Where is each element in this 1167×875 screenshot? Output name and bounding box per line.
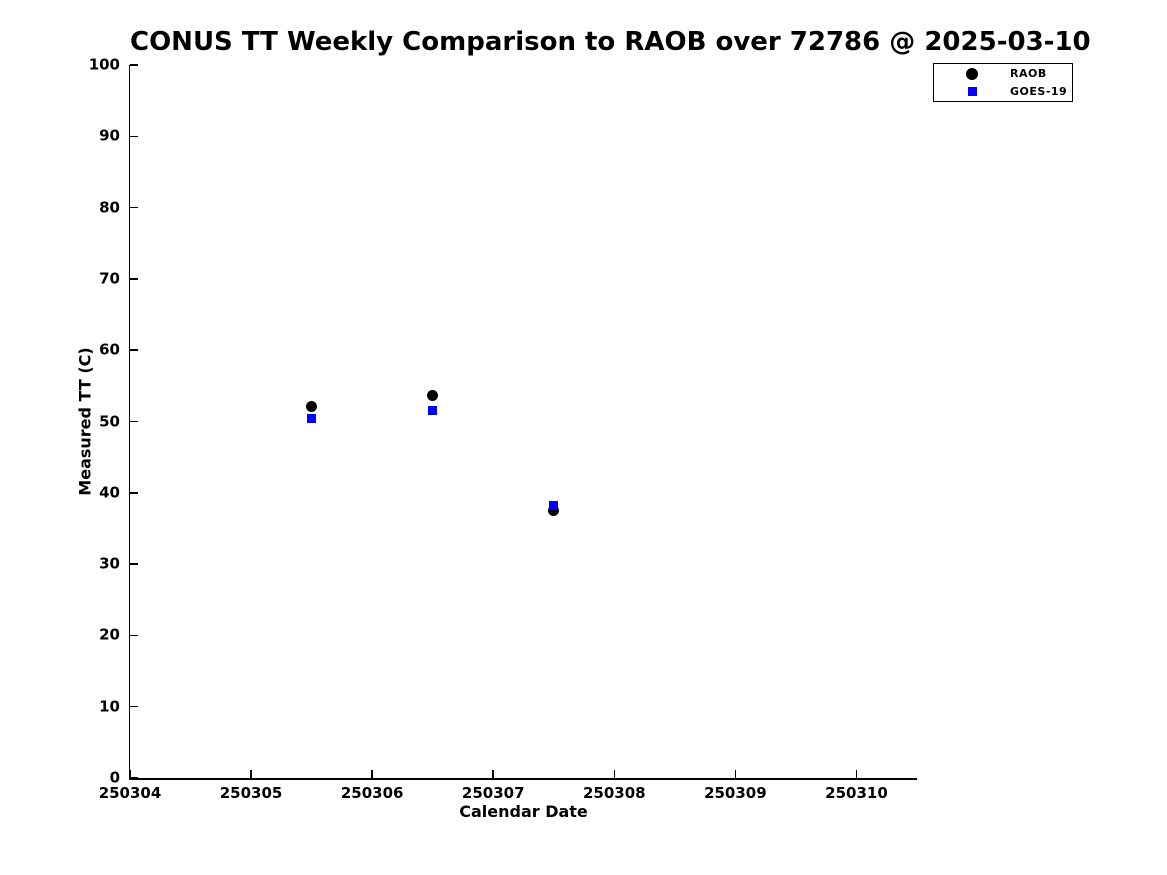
- raob-circle-icon: [966, 67, 978, 80]
- data-point-raob: [548, 505, 560, 517]
- y-axis-label: Measured TT (C): [75, 347, 95, 496]
- y-tick-label: 20: [99, 626, 120, 645]
- y-tick-label: 30: [99, 554, 120, 573]
- y-tick-mark: [130, 64, 138, 66]
- legend-marker-cell: [934, 86, 1010, 96]
- y-tick-mark: [130, 349, 138, 351]
- x-tick-label: 250310: [825, 784, 888, 802]
- y-tick-label: 70: [99, 269, 120, 288]
- y-tick-mark: [130, 563, 138, 565]
- x-axis-label: Calendar Date: [459, 802, 588, 821]
- x-tick-mark: [492, 770, 494, 778]
- x-tick-mark: [613, 770, 616, 778]
- x-tick-label: 250309: [704, 784, 767, 802]
- data-point-raob: [427, 390, 439, 402]
- data-point-raob: [306, 401, 318, 413]
- y-tick-mark: [130, 420, 138, 423]
- x-tick-mark: [250, 770, 252, 778]
- y-tick-mark: [130, 206, 138, 209]
- legend-label-raob: RAOB: [1010, 67, 1047, 81]
- data-point-goes-19: [549, 501, 559, 511]
- x-tick-mark: [855, 770, 858, 778]
- y-tick-label: 50: [99, 412, 120, 431]
- y-tick-label: 0: [109, 768, 120, 787]
- y-tick-label: 10: [99, 697, 120, 716]
- y-tick-mark: [130, 278, 138, 280]
- y-tick-label: 80: [99, 198, 120, 217]
- x-tick-mark: [371, 770, 373, 778]
- x-tick-mark: [734, 770, 737, 778]
- y-axis-label-container: Measured TT (C): [70, 65, 100, 778]
- goes-19-square-icon: [967, 86, 977, 96]
- y-tick-label: 40: [99, 483, 120, 502]
- x-tick-label: 250305: [219, 784, 283, 802]
- y-tick-mark: [130, 135, 138, 138]
- y-tick-mark: [130, 705, 138, 708]
- y-tick-label: 60: [99, 340, 120, 359]
- x-tick-label: 250307: [461, 784, 525, 802]
- legend-box: RAOB GOES-19: [933, 63, 1073, 102]
- y-axis-spine: [128, 65, 130, 780]
- legend-row-goes-19: GOES-19: [934, 83, 1072, 99]
- legend-row-raob: RAOB: [934, 66, 1072, 82]
- legend-marker-cell: [934, 67, 1010, 80]
- y-tick-mark: [130, 634, 138, 637]
- x-axis-spine: [128, 778, 917, 780]
- legend-label-goes-19: GOES-19: [1010, 84, 1068, 98]
- y-tick-label: 100: [88, 55, 120, 74]
- plot-area: 0 10 20 30 40 50 60 70 80 90 100 250304 250305 250306…: [89, 56, 917, 802]
- x-tick-label: 250306: [340, 784, 404, 802]
- chart-title: CONUS TT Weekly Comparison to RAOB over …: [130, 27, 1091, 57]
- y-tick-mark: [130, 777, 138, 779]
- data-point-goes-19: [428, 406, 438, 416]
- x-tick-mark: [129, 770, 131, 778]
- data-point-goes-19: [307, 414, 317, 424]
- y-tick-mark: [130, 492, 138, 494]
- y-tick-label: 90: [99, 126, 120, 145]
- x-tick-label: 250308: [582, 784, 646, 802]
- x-tick-label: 250304: [98, 784, 162, 802]
